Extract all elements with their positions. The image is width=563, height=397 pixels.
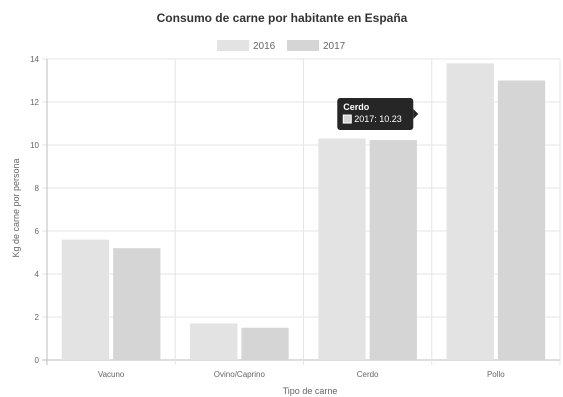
bars bbox=[61, 63, 546, 361]
y-tick-label: 10 bbox=[30, 141, 39, 150]
y-axis-ticks: 0 2 4 6 8 10 12 14 bbox=[30, 55, 39, 365]
bar[interactable] bbox=[190, 323, 238, 360]
tooltip-title: Cerdo bbox=[343, 102, 370, 112]
tooltip: Cerdo 2017: 10.23 bbox=[337, 98, 419, 131]
chart-title: Consumo de carne por habitante en España bbox=[157, 11, 408, 25]
y-tick-label: 0 bbox=[35, 356, 40, 365]
x-tick-label: Vacuno bbox=[98, 370, 125, 379]
legend-swatch[interactable] bbox=[287, 40, 319, 51]
x-axis-ticks: Vacuno Ovino/Caprino Cerdo Pollo bbox=[98, 370, 505, 379]
tooltip-body: 2017: 10.23 bbox=[354, 114, 402, 124]
tooltip-caret bbox=[413, 109, 419, 120]
y-axis-title: Kg de carne por persona bbox=[11, 158, 21, 257]
y-tick-label: 14 bbox=[30, 55, 39, 64]
bar[interactable] bbox=[318, 138, 366, 360]
bar[interactable] bbox=[497, 80, 546, 361]
y-tick-label: 6 bbox=[35, 227, 40, 236]
y-tick-label: 4 bbox=[35, 270, 40, 279]
x-axis-title: Tipo de carne bbox=[283, 386, 338, 396]
bar[interactable] bbox=[446, 63, 494, 361]
y-tick-label: 2 bbox=[35, 313, 40, 322]
bar[interactable] bbox=[61, 239, 110, 360]
bar[interactable] bbox=[113, 248, 161, 360]
bar[interactable] bbox=[241, 327, 289, 360]
legend-label[interactable]: 2017 bbox=[323, 41, 346, 52]
tooltip-swatch bbox=[342, 114, 352, 124]
legend: 2016 2017 bbox=[217, 40, 346, 52]
tooltip-box bbox=[337, 98, 414, 131]
x-tick-label: Pollo bbox=[487, 370, 505, 379]
y-tick-label: 12 bbox=[30, 98, 39, 107]
bar[interactable] bbox=[369, 140, 417, 360]
y-tick-label: 8 bbox=[35, 184, 40, 193]
legend-swatch[interactable] bbox=[217, 40, 249, 51]
legend-label[interactable]: 2016 bbox=[253, 41, 276, 52]
x-tick-label: Cerdo bbox=[357, 370, 379, 379]
x-tick-label: Ovino/Caprino bbox=[214, 370, 266, 379]
